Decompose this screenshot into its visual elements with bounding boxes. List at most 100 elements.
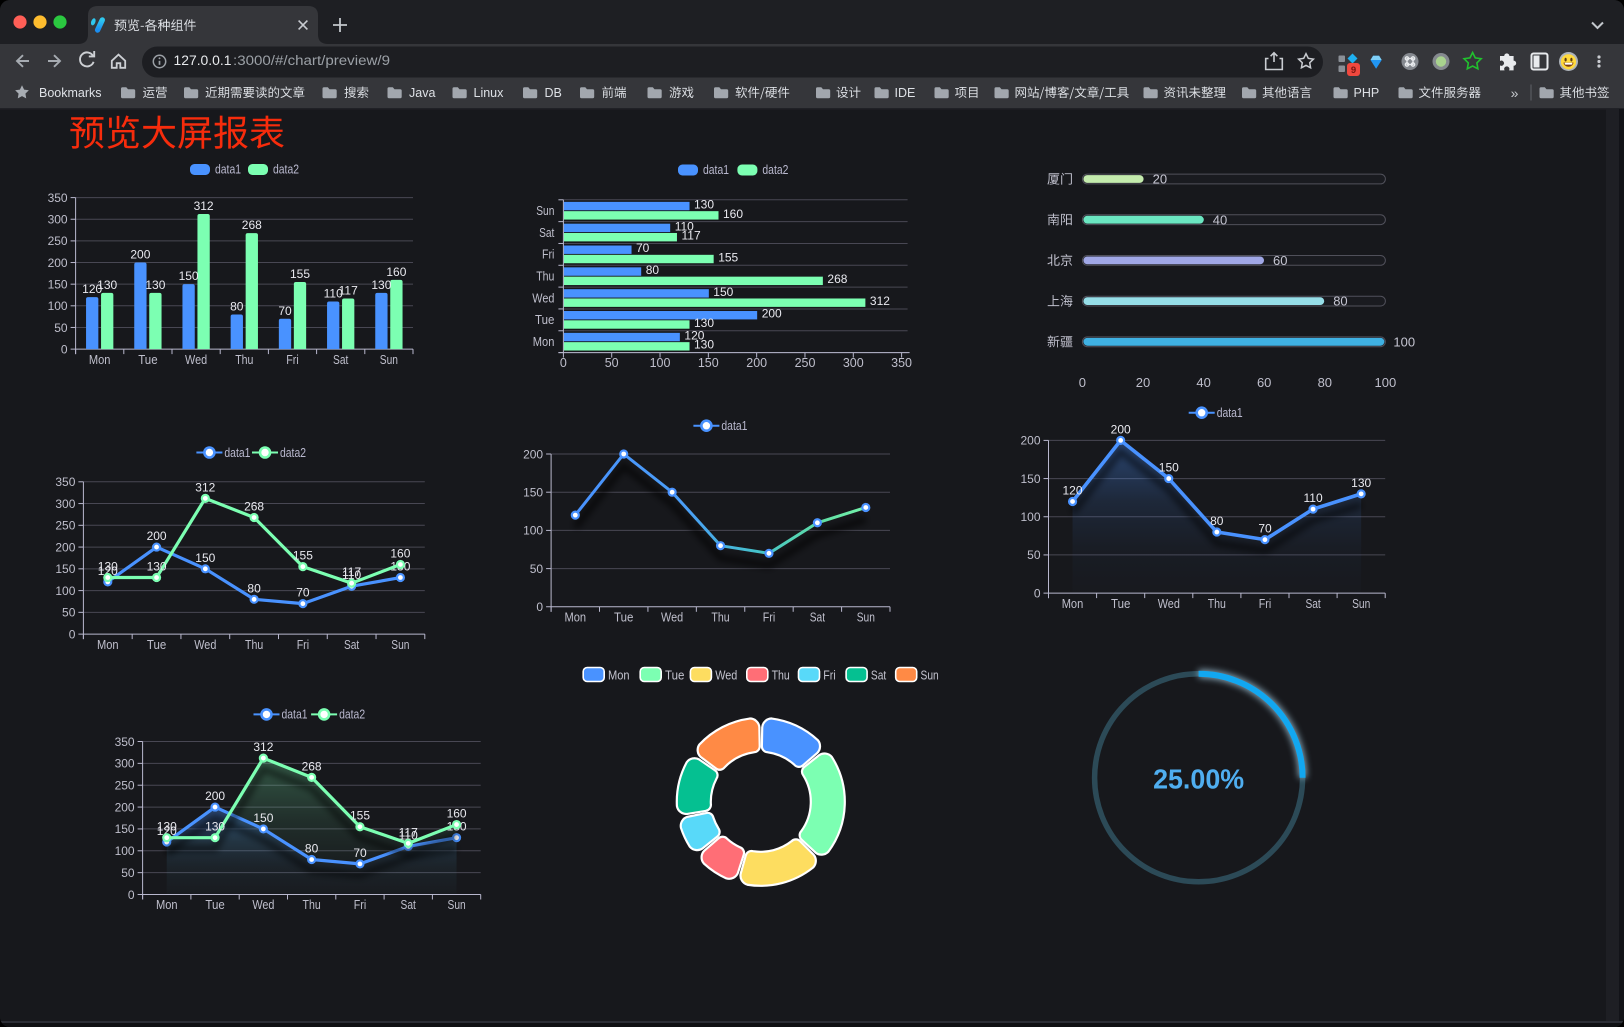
svg-text:100: 100 (650, 356, 671, 370)
svg-text:130: 130 (97, 278, 117, 292)
svg-text:Bookmarks: Bookmarks (39, 86, 102, 100)
svg-text:160: 160 (386, 265, 406, 279)
svg-text:50: 50 (62, 606, 76, 620)
svg-text:50: 50 (1027, 548, 1041, 562)
svg-text:Mon: Mon (97, 638, 119, 652)
svg-text:Thu: Thu (711, 611, 729, 625)
svg-text:150: 150 (115, 822, 135, 836)
svg-text:data1: data1 (215, 163, 241, 177)
svg-text:120: 120 (98, 564, 118, 578)
svg-text:Wed: Wed (661, 611, 683, 625)
svg-text:110: 110 (342, 568, 361, 582)
svg-text:200: 200 (1111, 422, 1131, 436)
svg-text:Fri: Fri (823, 668, 835, 682)
svg-text:Sun: Sun (857, 611, 875, 625)
svg-text:data1: data1 (703, 163, 729, 177)
svg-text:Wed: Wed (194, 638, 216, 652)
svg-text:Java: Java (409, 86, 435, 100)
svg-text:110: 110 (1304, 491, 1323, 505)
svg-text:117: 117 (339, 284, 358, 298)
svg-text:Linux: Linux (474, 86, 505, 100)
svg-text:117: 117 (342, 565, 361, 579)
svg-text:Sat: Sat (1305, 597, 1321, 611)
svg-text:0: 0 (128, 888, 135, 902)
svg-text:60: 60 (1273, 253, 1287, 268)
svg-text:160: 160 (447, 807, 467, 821)
svg-text:300: 300 (115, 757, 135, 771)
svg-text:150: 150 (713, 285, 733, 299)
svg-text:Sun: Sun (380, 353, 398, 367)
svg-text:Sat: Sat (344, 638, 360, 652)
svg-text:data2: data2 (273, 163, 299, 177)
svg-text:80: 80 (230, 300, 244, 314)
svg-text:70: 70 (353, 846, 367, 860)
svg-text:Wed: Wed (252, 898, 274, 912)
svg-text:50: 50 (530, 562, 544, 576)
svg-text:Mon: Mon (156, 898, 178, 912)
svg-text:200: 200 (523, 447, 543, 461)
svg-text:250: 250 (55, 519, 75, 533)
svg-text:Fri: Fri (297, 638, 309, 652)
svg-text:312: 312 (870, 294, 890, 308)
svg-text:0: 0 (536, 600, 543, 614)
svg-text:80: 80 (646, 263, 660, 277)
svg-text:data1: data1 (721, 419, 747, 433)
svg-text:data2: data2 (280, 446, 306, 460)
svg-text:200: 200 (115, 800, 135, 814)
svg-text:300: 300 (55, 497, 75, 511)
svg-text:150: 150 (48, 278, 68, 292)
svg-text:300: 300 (48, 213, 68, 227)
svg-text:120: 120 (684, 328, 704, 342)
svg-text:200: 200 (55, 540, 75, 554)
svg-text:150: 150 (253, 811, 273, 825)
svg-text:100: 100 (1393, 334, 1415, 349)
svg-text:70: 70 (1258, 522, 1272, 536)
svg-text:Tue: Tue (665, 668, 684, 682)
svg-text:120: 120 (157, 824, 177, 838)
svg-text:250: 250 (48, 234, 68, 248)
svg-text:»: » (1511, 85, 1519, 101)
svg-text:Sat: Sat (810, 611, 826, 625)
svg-text:Wed: Wed (532, 291, 554, 305)
svg-text:155: 155 (293, 549, 313, 563)
svg-text:Thu: Thu (303, 898, 321, 912)
svg-text:Fri: Fri (542, 248, 554, 262)
svg-text:data1: data1 (224, 446, 250, 460)
svg-text:350: 350 (891, 356, 912, 370)
svg-text:150: 150 (179, 269, 199, 283)
svg-text:130: 130 (694, 198, 714, 212)
svg-text:data1: data1 (1217, 406, 1243, 420)
svg-text:Tue: Tue (535, 313, 554, 327)
svg-text:200: 200 (205, 789, 225, 803)
svg-text:117: 117 (682, 229, 701, 243)
svg-text:268: 268 (244, 500, 264, 514)
svg-text:268: 268 (242, 218, 262, 232)
svg-text:20: 20 (1136, 375, 1150, 390)
svg-text:130: 130 (694, 316, 714, 330)
svg-text:Sat: Sat (333, 353, 349, 367)
svg-text:80: 80 (1333, 294, 1347, 309)
svg-text:80: 80 (1210, 514, 1224, 528)
svg-text:Sun: Sun (536, 204, 554, 218)
svg-text:312: 312 (253, 740, 273, 754)
svg-text:Wed: Wed (1158, 597, 1180, 611)
svg-text:250: 250 (795, 356, 816, 370)
svg-text:120: 120 (1062, 484, 1082, 498)
svg-text:110: 110 (324, 287, 343, 301)
svg-text:Wed: Wed (715, 668, 737, 682)
svg-text:Thu: Thu (772, 668, 790, 682)
svg-text:80: 80 (1318, 375, 1332, 390)
svg-text:300: 300 (843, 356, 864, 370)
svg-text:150: 150 (55, 562, 75, 576)
svg-text:Sat: Sat (539, 226, 555, 240)
svg-text:60: 60 (1257, 375, 1271, 390)
svg-text:130: 130 (157, 820, 177, 834)
svg-text:200: 200 (147, 529, 167, 543)
svg-text:155: 155 (718, 250, 738, 264)
svg-text:Thu: Thu (245, 638, 263, 652)
svg-text:40: 40 (1196, 375, 1210, 390)
svg-text:20: 20 (1153, 172, 1167, 187)
svg-text:150: 150 (195, 551, 215, 565)
svg-text:Tue: Tue (147, 638, 166, 652)
svg-text:100: 100 (1020, 510, 1040, 524)
